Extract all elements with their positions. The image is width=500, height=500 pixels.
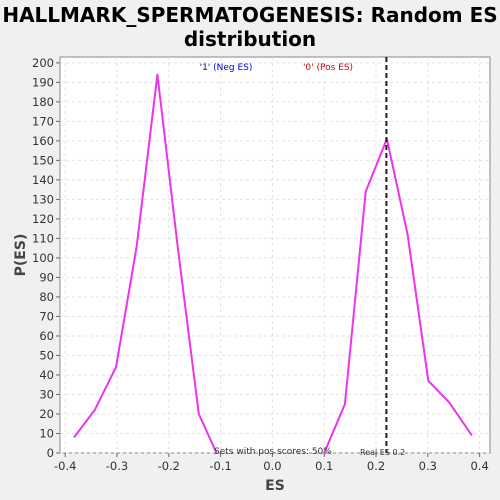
legend-pos-es: '0' (Pos ES) bbox=[303, 63, 353, 73]
chart-title-line2: distribution bbox=[184, 27, 316, 51]
y-tick-label: 80 bbox=[39, 290, 54, 304]
legend-neg-es: '1' (Neg ES) bbox=[200, 63, 253, 73]
y-tick-label: 50 bbox=[39, 348, 54, 362]
pos-scores-annotation: Sets with pos scores: 50% bbox=[214, 447, 332, 457]
y-tick-label: 170 bbox=[32, 114, 54, 128]
x-tick-label: -0.1 bbox=[209, 459, 231, 473]
x-tick-label: -0.2 bbox=[158, 459, 180, 473]
series-lines bbox=[73, 73, 473, 454]
x-tick-label: 0.4 bbox=[470, 459, 488, 473]
series-line-1 bbox=[73, 73, 218, 454]
y-tick-label: 200 bbox=[32, 56, 54, 70]
x-tick-label: -0.3 bbox=[106, 459, 128, 473]
y-tick-label: 60 bbox=[39, 329, 54, 343]
y-tick-label: 20 bbox=[39, 407, 54, 421]
x-tick-label: 0.3 bbox=[419, 459, 437, 473]
y-tick-label: 100 bbox=[32, 251, 54, 265]
y-tick-label: 130 bbox=[32, 192, 54, 206]
x-axis-ticks: -0.4 -0.3 -0.2 -0.1 0.0 0.1 0.2 0.3 0.4 bbox=[54, 453, 489, 473]
chart-title-line1: HALLMARK_SPERMATOGENESIS: Random ES bbox=[2, 3, 497, 27]
y-tick-label: 160 bbox=[32, 134, 54, 148]
real-es-annotation: Real ES 0.2 bbox=[360, 448, 405, 457]
y-tick-label: 190 bbox=[32, 75, 54, 89]
y-tick-label: 180 bbox=[32, 95, 54, 109]
y-tick-label: 110 bbox=[32, 231, 54, 245]
y-tick-label: 150 bbox=[32, 153, 54, 167]
y-tick-label: 30 bbox=[39, 387, 54, 401]
y-tick-label: 140 bbox=[32, 173, 54, 187]
x-tick-label: 0.0 bbox=[263, 459, 281, 473]
y-tick-label: 90 bbox=[39, 270, 54, 284]
y-tick-label: 10 bbox=[39, 426, 54, 440]
x-tick-label: 0.1 bbox=[315, 459, 333, 473]
y-axis-ticks: 0 10 20 30 40 50 60 70 80 90 100 110 120 130 140 150 160… bbox=[32, 56, 60, 460]
x-tick-label: -0.4 bbox=[54, 459, 76, 473]
y-tick-label: 70 bbox=[39, 309, 54, 323]
x-tick-label: 0.2 bbox=[367, 459, 385, 473]
y-tick-label: 40 bbox=[39, 368, 54, 382]
y-tick-label: 120 bbox=[32, 212, 54, 226]
series-line-2 bbox=[323, 137, 473, 454]
grid-lines bbox=[60, 57, 490, 454]
x-axis-label: ES bbox=[265, 478, 285, 494]
y-axis-label: P(ES) bbox=[13, 234, 29, 277]
y-tick-label: 0 bbox=[47, 446, 54, 460]
plot-area bbox=[59, 56, 491, 454]
